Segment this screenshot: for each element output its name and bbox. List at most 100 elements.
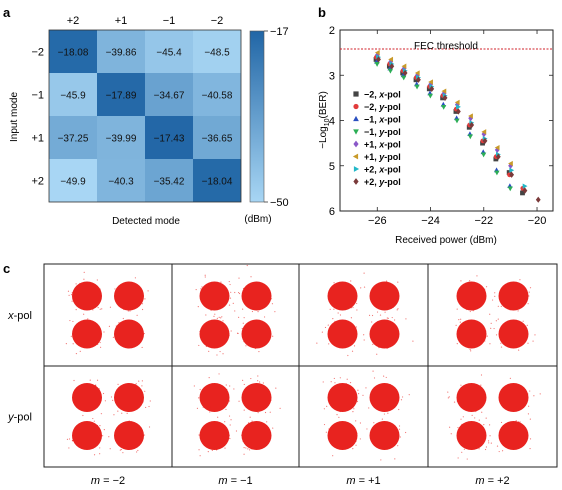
constellation-sample — [144, 390, 146, 392]
constellation-sample — [469, 348, 471, 351]
ber-y-tick-label: 6 — [329, 206, 335, 218]
constellation-sample — [486, 335, 488, 337]
constellation-sample — [412, 340, 414, 342]
constellation-sample — [234, 291, 236, 294]
ber-data-point — [495, 153, 501, 160]
legend-marker — [353, 115, 359, 122]
constellation-sample — [371, 321, 373, 323]
ber-data-point — [374, 62, 380, 67]
ber-data-point — [441, 88, 447, 94]
constellation-sample — [68, 447, 70, 449]
legend-marker — [353, 140, 359, 148]
constellation-sample — [99, 346, 102, 348]
legend-marker — [353, 91, 359, 97]
constellation-point-cloud — [72, 281, 102, 311]
ber-data-point — [388, 56, 394, 63]
constellation-sample — [141, 308, 144, 311]
constellation-diagram — [316, 272, 414, 357]
constellation-point-cloud — [327, 319, 358, 349]
constellation-sample — [208, 350, 210, 352]
constellation-sample — [218, 373, 220, 375]
ber-y-axis-label: −Log10(BER) — [318, 91, 331, 149]
constellation-sample — [532, 340, 534, 342]
constellation-sample — [97, 306, 99, 309]
constellation-sample — [372, 370, 374, 372]
constellation-sample — [360, 287, 362, 289]
heatmap-cell-value: −40.3 — [108, 177, 134, 188]
constellation-sample — [82, 414, 84, 417]
constellation-point-cloud — [114, 319, 144, 349]
heatmap-cell — [193, 73, 241, 116]
constellation-sample — [478, 419, 480, 421]
heatmap-cell — [193, 116, 241, 159]
constellation-sample — [448, 396, 450, 398]
constellation-sample — [220, 281, 222, 283]
constellation-sample — [458, 319, 460, 321]
constellation-sample — [488, 424, 491, 426]
ber-data-point — [414, 84, 420, 90]
constellation-sample — [463, 448, 465, 450]
constellation-sample — [109, 448, 111, 450]
constellation-sample — [449, 426, 451, 428]
constellation-sample — [112, 399, 114, 401]
constellation-sample — [450, 433, 452, 435]
constellation-sample — [228, 280, 230, 283]
constellation-sample — [459, 321, 461, 323]
constellation-sample — [363, 334, 365, 336]
constellation-sample — [138, 380, 140, 382]
constellation-sample — [134, 277, 136, 279]
constellation-sample — [230, 291, 232, 293]
constellation-sample — [224, 447, 226, 449]
constellation-point-cloud — [369, 421, 400, 450]
constellation-sample — [509, 377, 511, 379]
constellation-sample — [196, 407, 199, 409]
constellation-sample — [99, 425, 101, 427]
ber-data-point — [507, 186, 513, 192]
constellation-sample — [447, 397, 449, 399]
constellation-sample — [529, 438, 532, 440]
constellation-sample — [211, 449, 213, 452]
constellation-sample — [368, 407, 370, 409]
ber-data-point — [481, 129, 487, 135]
constellation-sample — [350, 317, 353, 319]
constellation-sample — [245, 345, 247, 347]
constellation-sample — [75, 309, 77, 311]
constellation-sample — [198, 434, 200, 436]
heatmap-cell — [49, 116, 97, 159]
heatmap-cell-value: −17.43 — [154, 134, 185, 145]
constellation-sample — [199, 388, 201, 391]
constellation-sample — [328, 343, 330, 345]
heatmap-y-tick-label: −2 — [31, 47, 44, 59]
constellation-sample — [383, 413, 386, 415]
constellation-sample — [141, 346, 143, 349]
constellation-sample — [325, 431, 327, 433]
constellation-sample — [230, 419, 232, 421]
constellation-sample — [213, 315, 215, 317]
constellation-sample — [337, 312, 339, 314]
legend-marker — [353, 166, 360, 172]
constellation-sample — [210, 309, 212, 311]
constellation-sample — [271, 303, 274, 305]
constellation-sample — [83, 271, 85, 273]
constellation-point-cloud — [456, 319, 487, 349]
legend-marker — [353, 129, 359, 135]
constellation-sample — [519, 279, 521, 281]
constellation-sample — [249, 416, 251, 418]
constellation-sample — [228, 304, 231, 306]
constellation-sample — [216, 354, 218, 356]
constellation-sample — [145, 406, 147, 409]
ber-data-point — [520, 190, 525, 196]
ber-x-tick-label: −24 — [421, 215, 440, 227]
constellation-sample — [274, 311, 276, 313]
constellation-sample — [379, 314, 382, 316]
constellation-sample — [243, 383, 245, 386]
constellation-sample — [457, 457, 459, 459]
legend-entry: +2, y-pol — [364, 177, 401, 187]
constellation-sample — [321, 331, 323, 333]
constellation-sample — [517, 310, 519, 312]
heatmap-cell — [49, 73, 97, 116]
ber-data-point — [509, 171, 515, 178]
ber-data-point — [454, 118, 460, 124]
constellation-sample — [222, 320, 224, 322]
